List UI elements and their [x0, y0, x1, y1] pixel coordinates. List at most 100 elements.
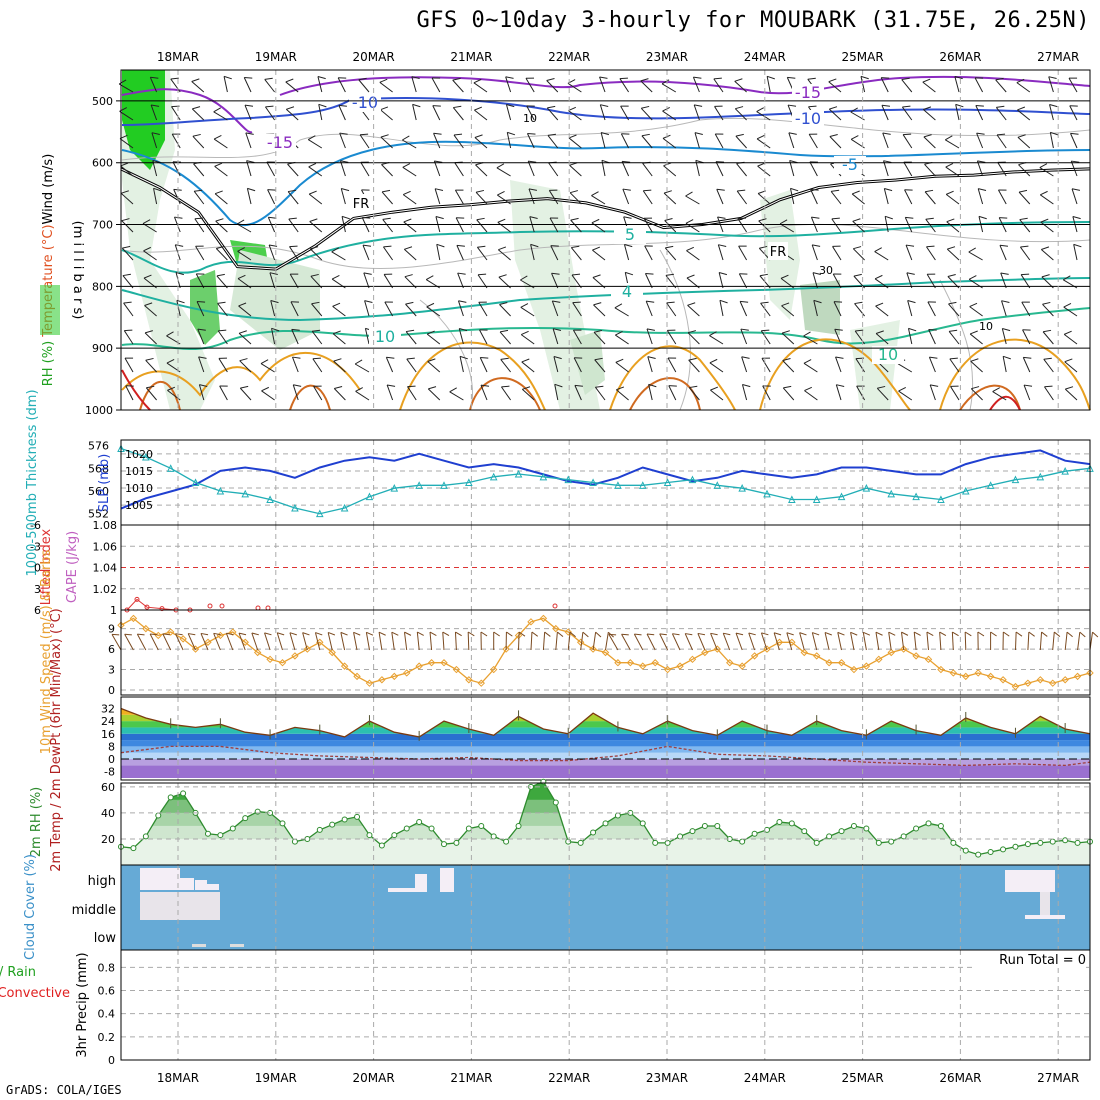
temperature-contour-label: FR	[353, 197, 370, 212]
wind-barb	[500, 357, 511, 373]
wind-barb	[153, 187, 162, 205]
barb-flag	[591, 218, 600, 224]
wind-barb	[692, 76, 702, 93]
barb-flag	[787, 76, 796, 79]
wind-barb	[1017, 134, 1031, 149]
wind-barb	[874, 247, 889, 261]
barb-staff	[360, 162, 370, 177]
barb-flag	[455, 189, 464, 191]
wind-barb	[308, 190, 323, 205]
barb-flag	[143, 246, 151, 252]
barb-flag	[766, 75, 775, 80]
rh-marker	[204, 830, 211, 837]
wind-barb	[505, 104, 515, 121]
barb-staff	[662, 110, 677, 121]
barb-staff	[380, 136, 393, 149]
barb-staff	[238, 332, 252, 345]
wind-barb	[992, 387, 1007, 401]
wind-barb	[1063, 330, 1078, 345]
barb-flag	[1021, 301, 1030, 303]
barb-staff	[1042, 331, 1054, 345]
barb-flag	[456, 244, 465, 247]
barb-flag	[668, 357, 677, 359]
barb-staff	[874, 251, 889, 261]
wind-barb	[1049, 103, 1058, 121]
barb-flag	[930, 384, 939, 387]
surface-barb-flag	[710, 632, 718, 636]
barb-flag	[213, 135, 222, 140]
barb-staff	[1064, 388, 1078, 401]
wind-barb	[546, 78, 559, 93]
barb-staff	[474, 109, 488, 121]
barb-flag	[881, 77, 890, 79]
barb-flag	[269, 244, 278, 247]
temp-tick-label: 8	[108, 740, 115, 753]
barb-staff	[405, 331, 417, 345]
wind-barb	[530, 243, 539, 261]
barb-staff	[902, 134, 913, 149]
wind-barb	[760, 329, 771, 345]
barb-flag	[339, 132, 348, 135]
barb-staff	[1021, 301, 1031, 317]
barb-staff	[292, 384, 299, 401]
wind-barb	[307, 135, 323, 149]
wind-speed-marker	[701, 648, 709, 657]
barb-flag	[311, 301, 320, 305]
barb-flag	[1023, 356, 1032, 359]
barb-flag	[709, 331, 717, 336]
wind-barb	[600, 131, 610, 149]
wind-barb	[525, 77, 535, 93]
wind-barb	[756, 134, 771, 149]
wind-speed-line	[120, 617, 1091, 688]
barb-staff	[974, 77, 984, 93]
barb-flag	[360, 133, 369, 136]
precip-tick-label: 0.4	[98, 1008, 116, 1021]
barb-flag	[479, 329, 488, 331]
wind-barb	[217, 329, 228, 345]
wind-barb	[1064, 386, 1078, 401]
surface-barb-flag	[213, 632, 221, 636]
surface-barb-staff	[697, 633, 706, 651]
barb-staff	[449, 391, 464, 401]
wind-barb	[995, 77, 1007, 93]
wind-barb	[788, 132, 797, 149]
pressure-tick-label: 600	[92, 157, 113, 170]
rh-marker	[677, 833, 684, 840]
cloud-patch	[440, 868, 454, 892]
surface-barb-staff	[175, 633, 184, 651]
wind-barb	[383, 245, 394, 261]
thickness-marker	[216, 486, 225, 495]
barb-staff	[740, 328, 748, 345]
rh-marker	[341, 816, 348, 823]
barb-staff	[385, 357, 394, 373]
wind-barb	[593, 302, 606, 317]
barb-staff	[505, 76, 512, 93]
barb-flag	[290, 301, 300, 303]
surface-barb-staff	[875, 632, 880, 651]
barb-flag	[828, 78, 837, 83]
barb-staff	[236, 223, 252, 233]
slp-tick-label: 1010	[125, 482, 153, 495]
barb-flag	[1020, 245, 1029, 248]
barb-staff	[546, 107, 559, 121]
wind-barb	[926, 245, 936, 261]
barb-staff	[215, 248, 228, 261]
wind-speed-marker	[564, 628, 572, 636]
wind-barb	[647, 356, 656, 373]
barb-staff	[1049, 104, 1054, 121]
wind-barb	[261, 386, 275, 401]
wind-barb	[902, 133, 913, 149]
barb-flag	[288, 189, 297, 193]
wind-barb	[640, 105, 653, 121]
surface-wind-barb	[633, 633, 644, 651]
surface-barb-flag	[188, 633, 196, 636]
wind-speed-marker	[278, 659, 287, 667]
wind-barb	[945, 135, 960, 149]
barb-flag	[435, 188, 444, 191]
barb-flag	[622, 160, 631, 163]
rh-marker	[130, 845, 137, 852]
surface-wind-barb	[555, 631, 564, 651]
barb-flag	[142, 219, 151, 224]
wind-barb	[694, 132, 703, 149]
wind-barb	[881, 104, 891, 121]
